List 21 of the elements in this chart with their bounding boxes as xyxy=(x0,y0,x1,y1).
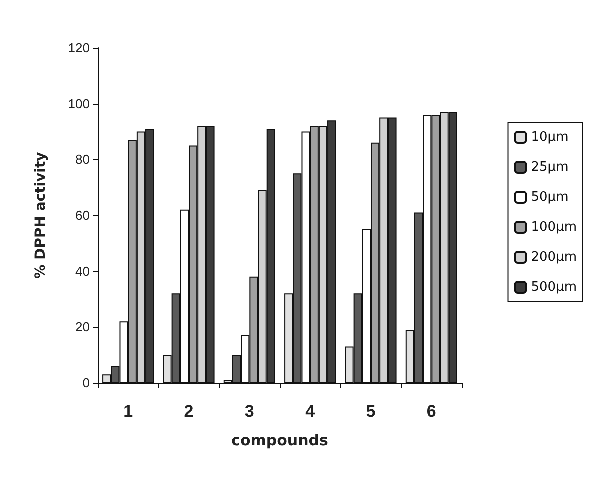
y-tick-label: 40 xyxy=(76,264,90,279)
legend-label: 10µm xyxy=(531,130,569,145)
x-tick-label: 1 xyxy=(124,402,134,421)
x-tick-label: 3 xyxy=(244,402,254,421)
x-tick-label: 2 xyxy=(184,402,194,421)
y-tick-label: 0 xyxy=(82,376,90,390)
y-tick-label: 100 xyxy=(68,96,90,112)
x-tick-label: 5 xyxy=(366,402,376,421)
legend-label: 25µm xyxy=(531,160,569,175)
y-tick-label: 120 xyxy=(68,40,90,56)
y-tick-label: 20 xyxy=(76,320,90,335)
x-tick-label: 6 xyxy=(426,402,436,421)
legend-label: 50µm xyxy=(531,190,569,205)
y-tick-label: 60 xyxy=(76,208,90,223)
x-tick-label: 4 xyxy=(306,402,316,421)
legend-label: 500µm xyxy=(531,280,577,295)
x-axis-title: compounds xyxy=(232,432,329,450)
y-axis-title: % DPPH activity xyxy=(33,152,49,279)
y-tick-label: 80 xyxy=(76,152,90,168)
legend-label: 100µm xyxy=(531,220,577,235)
legend-label: 200µm xyxy=(531,250,577,265)
